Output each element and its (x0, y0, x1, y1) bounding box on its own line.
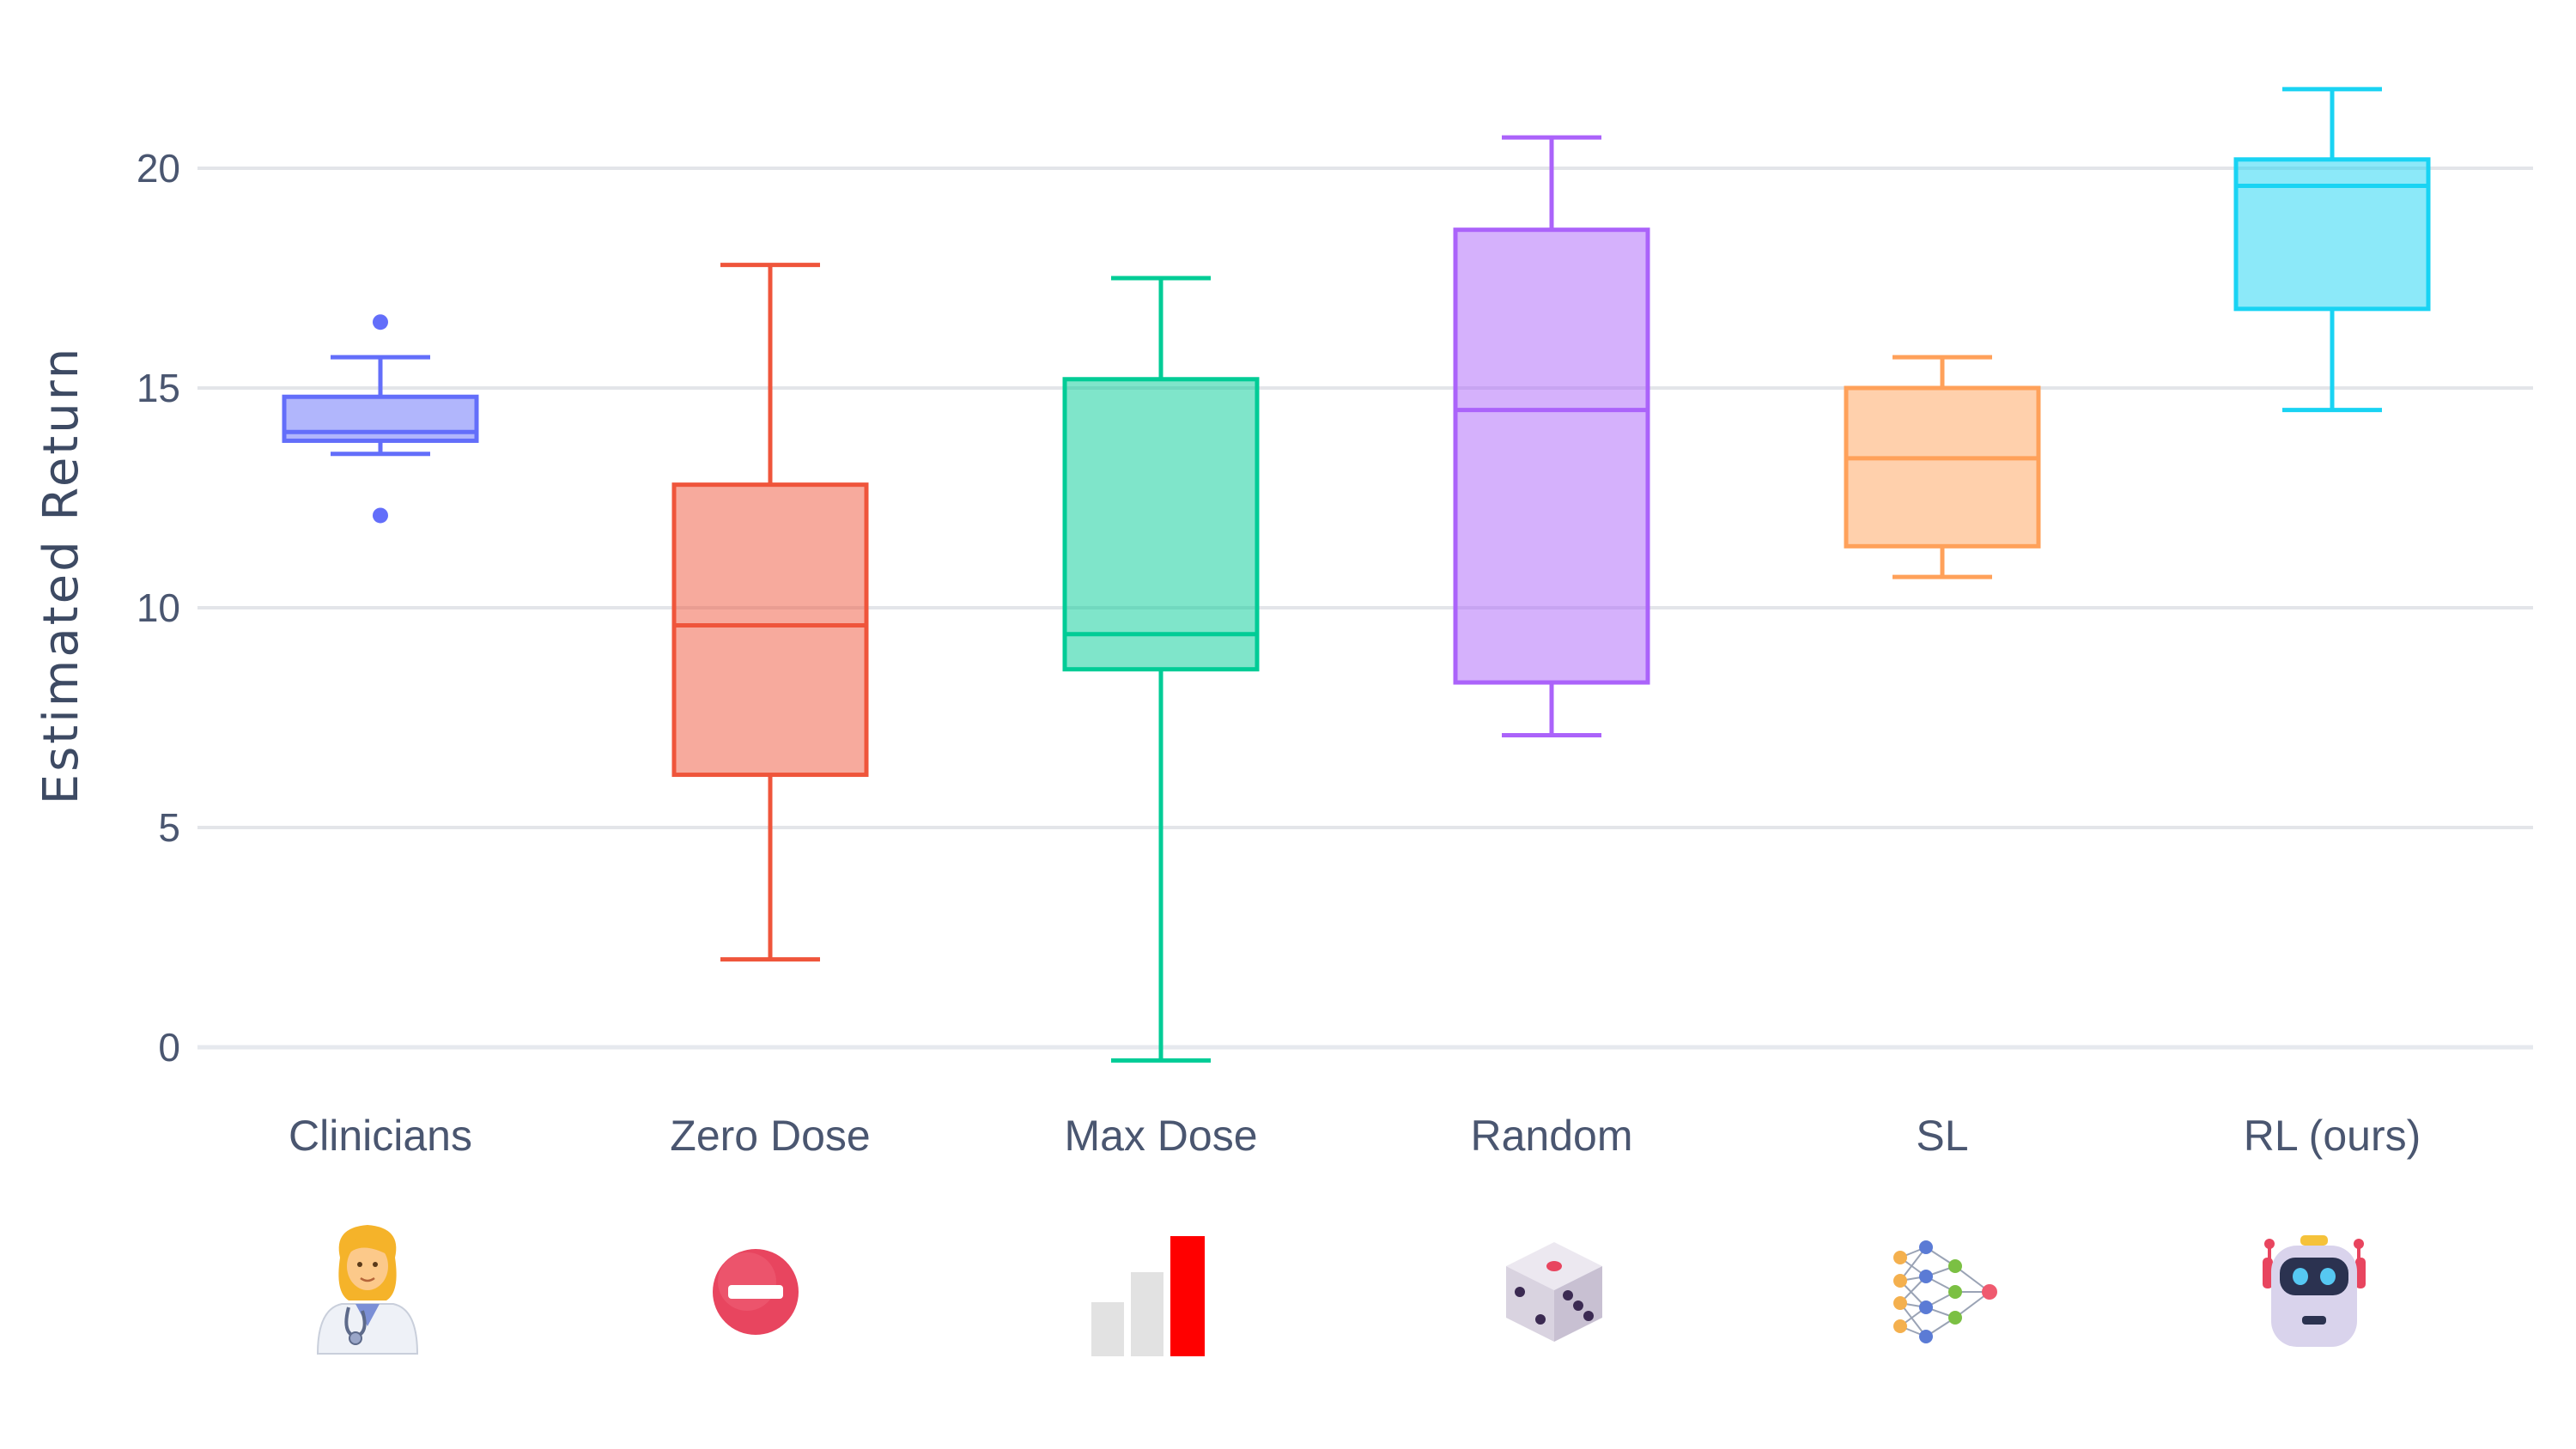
y-tick-label: 15 (137, 366, 180, 410)
y-tick-label: 0 (158, 1025, 180, 1070)
y-tick-label: 5 (158, 805, 180, 850)
y-tick-label: 10 (137, 585, 180, 630)
x-tick-label: Clinicians (289, 1112, 472, 1160)
box-rl-ours (2233, 87, 2431, 413)
robot-icon (2263, 1235, 2366, 1347)
x-tick-label: Random (1471, 1112, 1633, 1160)
category-icons (316, 1225, 2366, 1356)
neural-network-icon (1893, 1240, 1997, 1343)
gridlines (197, 167, 2533, 1050)
y-tick-label: 20 (137, 146, 180, 191)
no-entry-icon (713, 1249, 799, 1335)
box-zero-dose (671, 263, 869, 962)
x-axis-labels: Clinicians Zero Dose Max Dose Random SL RL (o… (289, 1112, 2421, 1160)
max-bars-icon (1091, 1236, 1205, 1356)
iqr-box (282, 394, 479, 443)
iqr-box (2233, 157, 2431, 312)
outlier-point (373, 314, 388, 330)
x-tick-label: Zero Dose (670, 1112, 870, 1160)
box-sl (1844, 355, 2041, 579)
iqr-box (1453, 227, 1650, 685)
clinician-doctor-icon (316, 1225, 419, 1355)
x-tick-label: SL (1916, 1112, 1968, 1160)
box-max-dose (1062, 276, 1260, 1063)
x-tick-label: RL (ours) (2244, 1112, 2421, 1160)
iqr-box (671, 482, 869, 778)
box-random (1453, 135, 1650, 737)
iqr-box (1062, 377, 1260, 672)
x-tick-label: Max Dose (1064, 1112, 1257, 1160)
dice-icon (1506, 1242, 1602, 1342)
y-axis-title: Estimated Return (33, 346, 89, 805)
box-series (282, 87, 2431, 1063)
box-clinicians (282, 314, 479, 524)
outlier-point (373, 507, 388, 524)
iqr-box (1844, 385, 2041, 549)
y-axis-ticks: 0 5 10 15 20 (137, 146, 180, 1070)
